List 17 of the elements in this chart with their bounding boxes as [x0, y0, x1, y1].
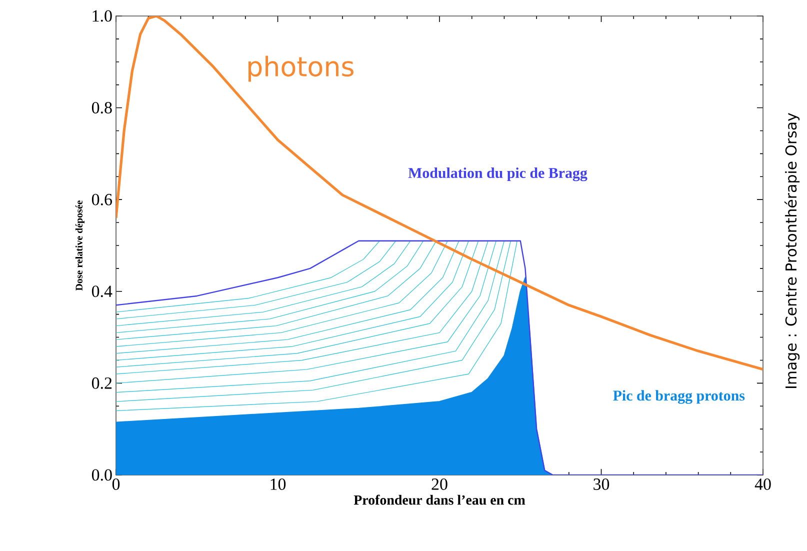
- text: Modulation du pic de Bragg: [408, 168, 588, 182]
- text: Pic de bragg protons: [613, 390, 745, 404]
- x-tick-label: 40: [754, 478, 771, 490]
- series-label: photons: [248, 56, 354, 82]
- y-tick-label: 0.4: [92, 286, 112, 298]
- x-tick-label: 0: [112, 478, 120, 490]
- x-tick-label: 20: [432, 478, 448, 490]
- x-tick-label: 30: [594, 478, 610, 490]
- y-tick-label: 0.8: [92, 102, 112, 114]
- x-axis-title: Profondeur dans l’eau en cm: [354, 494, 526, 505]
- y-tick-label: 0.0: [92, 469, 112, 481]
- y-tick-label: 0.2: [92, 377, 112, 389]
- y-tick-label: 1.0: [92, 10, 112, 22]
- x-tick-label: 10: [270, 478, 286, 490]
- y-axis-title: Dose relative déposée: [75, 200, 84, 291]
- text: Image : Centre Protonthérapie Orsay: [784, 112, 800, 388]
- y-tick-label: 0.6: [92, 194, 112, 206]
